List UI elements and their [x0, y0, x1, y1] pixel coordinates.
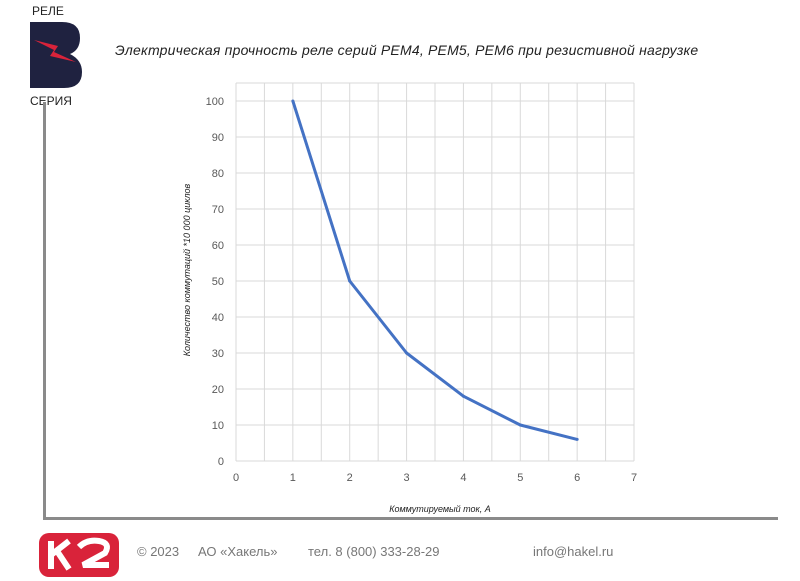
y-tick-label: 80 — [212, 168, 224, 180]
k2-logo-icon — [39, 533, 119, 577]
x-tick-label: 1 — [290, 472, 296, 484]
y-tick-label: 20 — [212, 384, 224, 396]
chart-title: Электрическая прочность реле серий РЕМ4,… — [115, 42, 699, 58]
frame-bottom-border — [43, 517, 778, 520]
data-point — [518, 423, 522, 427]
y-tick-label: 100 — [206, 96, 224, 108]
x-tick-label: 6 — [574, 472, 580, 484]
footer-company: АО «Хакель» — [198, 544, 278, 559]
footer-copyright: © 2023 — [137, 544, 180, 559]
data-point — [291, 99, 295, 103]
y-tick-label: 70 — [212, 204, 224, 216]
x-tick-label: 4 — [460, 472, 466, 484]
x-tick-label: 7 — [631, 472, 637, 484]
y-tick-label: 90 — [212, 132, 224, 144]
data-point — [575, 437, 579, 441]
footer-phone[interactable]: тел. 8 (800) 333-28-29 — [308, 544, 440, 559]
x-tick-label: 2 — [347, 472, 353, 484]
logo-bottom-text: СЕРИЯ — [30, 94, 72, 108]
y-tick-label: 10 — [212, 420, 224, 432]
logo-b-icon — [30, 22, 82, 88]
logo-top-text: РЕЛЕ — [32, 4, 64, 18]
data-point — [461, 394, 465, 398]
y-tick-label: 50 — [212, 276, 224, 288]
frame-left-border — [43, 102, 46, 520]
y-tick-label: 0 — [218, 456, 224, 468]
data-point — [405, 351, 409, 355]
x-axis-label: Коммутируемый ток, А — [389, 504, 491, 514]
x-tick-label: 0 — [233, 472, 239, 484]
data-point — [348, 279, 352, 283]
footer-email[interactable]: info@hakel.ru — [533, 544, 614, 559]
y-tick-label: 60 — [212, 240, 224, 252]
y-axis-label: Количество коммутаций *10 000 циклов — [182, 183, 192, 356]
x-tick-label: 3 — [404, 472, 410, 484]
x-tick-label: 5 — [517, 472, 523, 484]
y-tick-label: 30 — [212, 348, 224, 360]
series-line — [291, 100, 578, 441]
y-tick-label: 40 — [212, 312, 224, 324]
